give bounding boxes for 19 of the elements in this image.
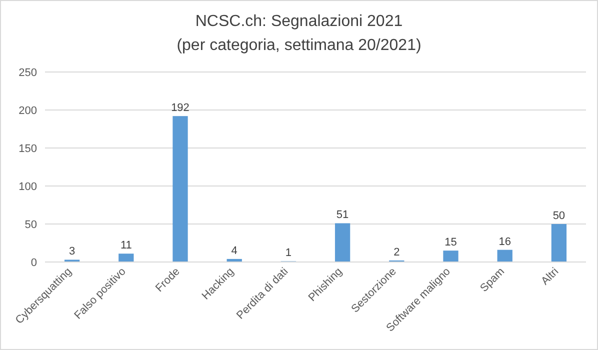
data-label: 1 (285, 247, 292, 260)
data-label: 50 (552, 210, 566, 222)
y-tick-label: 250 (18, 67, 37, 79)
y-tick-label: 150 (18, 143, 37, 155)
chart-title: NCSC.ch: Segnalazioni 2021 (195, 13, 403, 30)
x-tick-label: Altri (539, 266, 562, 288)
y-tick-label: 50 (24, 219, 37, 231)
data-label: 4 (231, 244, 238, 257)
y-tick-label: 0 (30, 257, 37, 269)
data-label: 51 (336, 209, 349, 222)
data-label: 3 (68, 246, 76, 258)
data-label: 16 (498, 236, 511, 248)
y-tick-label: 100 (18, 181, 37, 193)
y-tick-label: 200 (18, 105, 37, 117)
data-label: 15 (444, 236, 457, 249)
chart-subtitle: (per categoria, settimana 20/2021) (176, 37, 422, 54)
data-label: 11 (120, 240, 132, 252)
data-label: 192 (171, 102, 190, 114)
data-label: 2 (394, 246, 400, 258)
